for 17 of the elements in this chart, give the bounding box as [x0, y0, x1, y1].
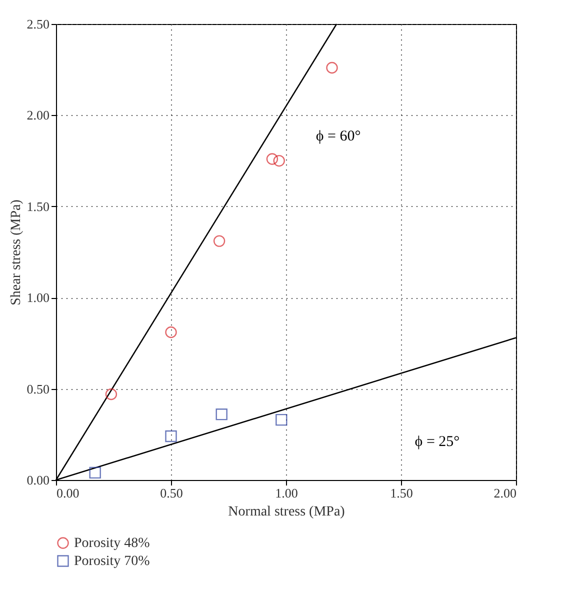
x-tick-label: 1.00	[275, 486, 298, 500]
legend-label: Porosity 70%	[74, 554, 150, 569]
annotation: ϕ = 25°	[414, 434, 460, 450]
x-tick-label: 1.50	[390, 486, 413, 500]
y-tick-label: 2.00	[26, 108, 50, 123]
y-tick-label: 1.50	[26, 198, 50, 214]
y-axis-title: Shear stress (MPa)	[8, 199, 24, 306]
x-tick-label: 2.00	[494, 486, 516, 500]
x-tick-label: 0.50	[160, 486, 183, 500]
y-tick-label: 1.00	[26, 290, 50, 306]
y-tick-label: 2.50	[26, 16, 50, 32]
annotation: ϕ = 60°	[316, 128, 361, 145]
y-tick-label: 0.00	[26, 472, 50, 488]
legend-label: Porosity 48%	[74, 536, 150, 551]
x-tick-label: 0.00	[56, 486, 80, 500]
y-tick-label: 0.50	[26, 381, 50, 396]
x-axis-title: Normal stress (MPa)	[228, 504, 346, 520]
